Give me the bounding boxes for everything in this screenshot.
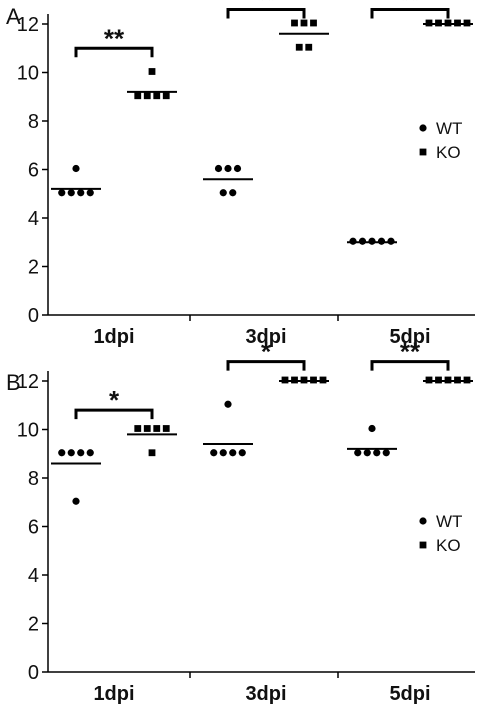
point-ko-3dpi: [305, 43, 313, 51]
x-tick-label-1dpi: 1dpi: [93, 683, 134, 705]
y-tick-label: 6: [28, 517, 39, 539]
point-wt-3dpi: [229, 189, 237, 197]
point-ko-1dpi: [162, 425, 170, 432]
point-wt-5dpi: [368, 424, 376, 433]
legend-marker-ko: [419, 148, 427, 156]
point-wt-3dpi: [219, 449, 227, 457]
point-wt-1dpi: [72, 164, 80, 173]
legend-marker-wt: [419, 124, 427, 132]
y-tick-label: 0: [28, 305, 39, 327]
significance-bracket-3dpi: [226, 360, 306, 371]
significance-label-3dpi: **: [256, 0, 277, 14]
point-ko-3dpi: [291, 19, 298, 27]
point-wt-3dpi: [214, 164, 223, 173]
x-tick-label-3dpi: 3dpi: [245, 683, 286, 705]
x-tick-label-3dpi: 3dpi: [245, 326, 286, 348]
legend-label-wt: WT: [436, 119, 462, 138]
point-wt-1dpi: [86, 449, 94, 457]
y-tick-label: 2: [28, 257, 39, 279]
panel-label: A: [6, 4, 21, 29]
x-tick-label-5dpi: 5dpi: [389, 326, 430, 348]
significance-label-1dpi: *: [109, 385, 120, 415]
point-ko-1dpi: [148, 68, 156, 75]
y-tick-label: 6: [28, 160, 39, 182]
significance-bracket-5dpi: [370, 360, 450, 371]
point-ko-3dpi: [295, 43, 303, 51]
significance-label-5dpi: **: [400, 337, 421, 367]
panel-label: B: [6, 370, 21, 395]
point-ko-1dpi: [153, 92, 161, 100]
legend-marker-wt: [419, 517, 427, 525]
panel-a: A 0 2 4 6 8 10 12 1dpi 3dpi 5dpi ** ** ** WT KO: [6, 0, 475, 348]
point-wt-1dpi: [77, 449, 85, 457]
point-wt-5dpi: [354, 449, 362, 457]
point-ko-3dpi: [310, 19, 317, 27]
point-ko-3dpi: [300, 19, 308, 27]
y-tick-label: 10: [17, 63, 39, 85]
point-wt-3dpi: [210, 449, 218, 457]
point-ko-1dpi: [162, 92, 170, 100]
point-ko-1dpi: [134, 425, 142, 432]
point-wt-3dpi: [238, 449, 246, 457]
point-wt-1dpi: [58, 449, 66, 457]
significance-label-3dpi: *: [261, 337, 272, 367]
significance-label-5dpi: **: [400, 0, 421, 14]
significance-bracket-1dpi: [74, 46, 154, 58]
point-wt-5dpi: [363, 449, 371, 457]
y-tick-label: 8: [28, 468, 39, 490]
significance-bracket-5dpi: [370, 7, 450, 19]
significance-bracket-3dpi: [226, 7, 306, 19]
point-ko-1dpi: [143, 92, 151, 100]
y-tick-label: 4: [28, 565, 39, 587]
point-wt-1dpi: [58, 189, 66, 197]
point-ko-1dpi: [134, 92, 142, 100]
point-wt-3dpi: [219, 189, 227, 197]
y-tick-label: 10: [17, 420, 39, 442]
point-wt-1dpi: [67, 449, 75, 457]
point-ko-1dpi: [143, 425, 151, 432]
point-wt-3dpi: [229, 449, 237, 457]
legend-label-ko: KO: [436, 143, 461, 162]
legend-label-ko: KO: [436, 536, 461, 555]
y-tick-label: 12: [17, 14, 39, 36]
x-tick-label-5dpi: 5dpi: [389, 683, 430, 705]
significance-label-1dpi: **: [104, 23, 125, 53]
x-tick-label-1dpi: 1dpi: [93, 326, 134, 348]
legend-label-wt: WT: [436, 512, 462, 531]
point-wt-5dpi: [382, 449, 390, 457]
point-wt-1dpi: [72, 497, 80, 505]
y-tick-label: 8: [28, 111, 39, 133]
point-wt-5dpi: [373, 449, 381, 457]
point-wt-1dpi: [86, 189, 94, 197]
point-ko-1dpi: [153, 425, 161, 432]
y-tick-label: 0: [28, 662, 39, 684]
y-tick-label: 2: [28, 614, 39, 636]
significance-bracket-1dpi: [74, 408, 154, 420]
point-wt-3dpi: [224, 400, 232, 408]
point-ko-1dpi: [148, 449, 156, 457]
point-wt-3dpi: [233, 164, 242, 173]
legend-marker-ko: [419, 541, 427, 549]
y-tick-label: 12: [17, 371, 39, 393]
point-wt-3dpi: [224, 164, 232, 173]
y-tick-label: 4: [28, 208, 39, 230]
point-wt-1dpi: [77, 189, 85, 197]
point-wt-1dpi: [67, 189, 75, 197]
